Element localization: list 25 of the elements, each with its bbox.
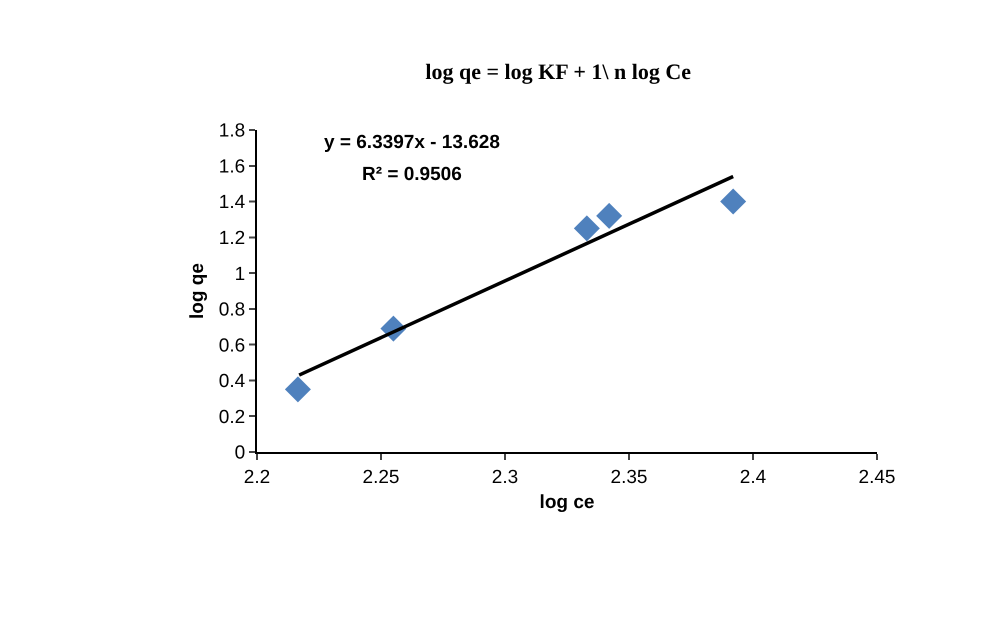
y-tick-label: 1.4 [218, 192, 246, 214]
point [720, 188, 746, 215]
x-tick-label: 2.2 [244, 466, 270, 488]
point [574, 215, 600, 242]
point [284, 376, 311, 402]
y-tick-label: 1.8 [218, 120, 246, 142]
y-axis-title: log qe [187, 263, 208, 319]
y-tick-label: 0.4 [218, 371, 246, 392]
x-tick-label: 2.45 [858, 466, 896, 488]
annotation: R² = 0.9506 [362, 164, 462, 185]
annotation: y = 6.3397x - 13.628 [324, 132, 500, 153]
y-tick-label: 0 [234, 442, 246, 464]
y-tick-label: 1.2 [218, 228, 246, 249]
x-tick-label: 2.4 [740, 466, 767, 488]
y-tick-label: 1 [234, 264, 246, 285]
chart-title: log qe = log KF + 1\ n log Ce [425, 58, 692, 84]
y-tick-label: 0.6 [218, 335, 246, 356]
x-tick-label: 2.25 [362, 466, 400, 488]
x-tick-label: 2.35 [610, 466, 648, 488]
y-tick-label: 0.2 [218, 406, 246, 428]
x-tick-label: 2.3 [492, 466, 518, 488]
point [596, 202, 622, 229]
y-tick-label: 1.6 [218, 156, 246, 178]
y-tick-label: 0.8 [218, 300, 246, 321]
x-axis-title: log ce [540, 492, 594, 514]
